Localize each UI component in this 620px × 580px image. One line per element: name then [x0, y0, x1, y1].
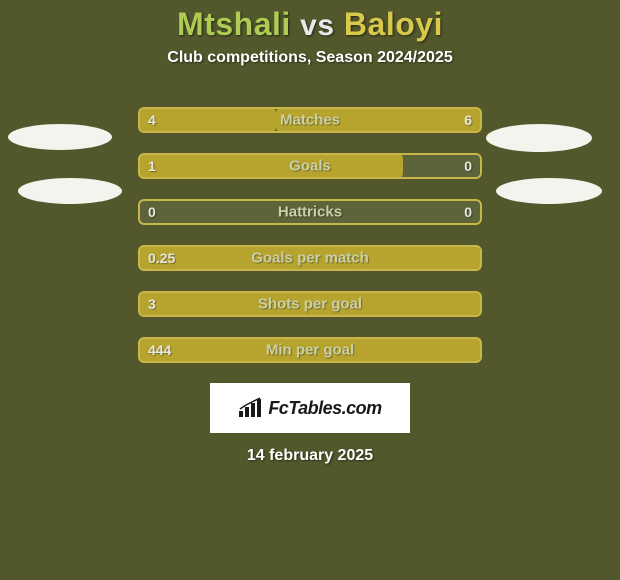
stat-label: Min per goal — [138, 342, 482, 359]
subtitle: Club competitions, Season 2024/2025 — [0, 49, 620, 67]
vs-text: vs — [300, 9, 334, 42]
stat-label: Matches — [138, 112, 482, 129]
player1-name: Mtshali — [177, 6, 291, 42]
logo-text: FcTables.com — [268, 398, 381, 419]
stat-row: 0.25Goals per match — [138, 245, 482, 271]
stat-row: 444Min per goal — [138, 337, 482, 363]
stat-row: 10Goals — [138, 153, 482, 179]
comparison-title: Mtshali vs Baloyi — [0, 0, 620, 43]
player2-photo-placeholder-2 — [496, 178, 602, 204]
stat-label: Goals — [138, 158, 482, 175]
stats-container: 46Matches 10Goals 00Hattricks 0.25Goals per… — [138, 107, 482, 363]
stat-label: Shots per goal — [138, 296, 482, 313]
fctables-logo: FcTables.com — [210, 383, 410, 433]
stat-row: 3Shots per goal — [138, 291, 482, 317]
stat-label: Goals per match — [138, 250, 482, 267]
player2-name: Baloyi — [344, 6, 443, 42]
date-text: 14 february 2025 — [0, 447, 620, 465]
player1-photo-placeholder-2 — [18, 178, 122, 204]
stat-row: 46Matches — [138, 107, 482, 133]
player1-photo-placeholder-1 — [8, 124, 112, 150]
stat-label: Hattricks — [138, 204, 482, 221]
stat-row: 00Hattricks — [138, 199, 482, 225]
bar-chart-icon — [238, 397, 264, 419]
player2-photo-placeholder-1 — [486, 124, 592, 152]
